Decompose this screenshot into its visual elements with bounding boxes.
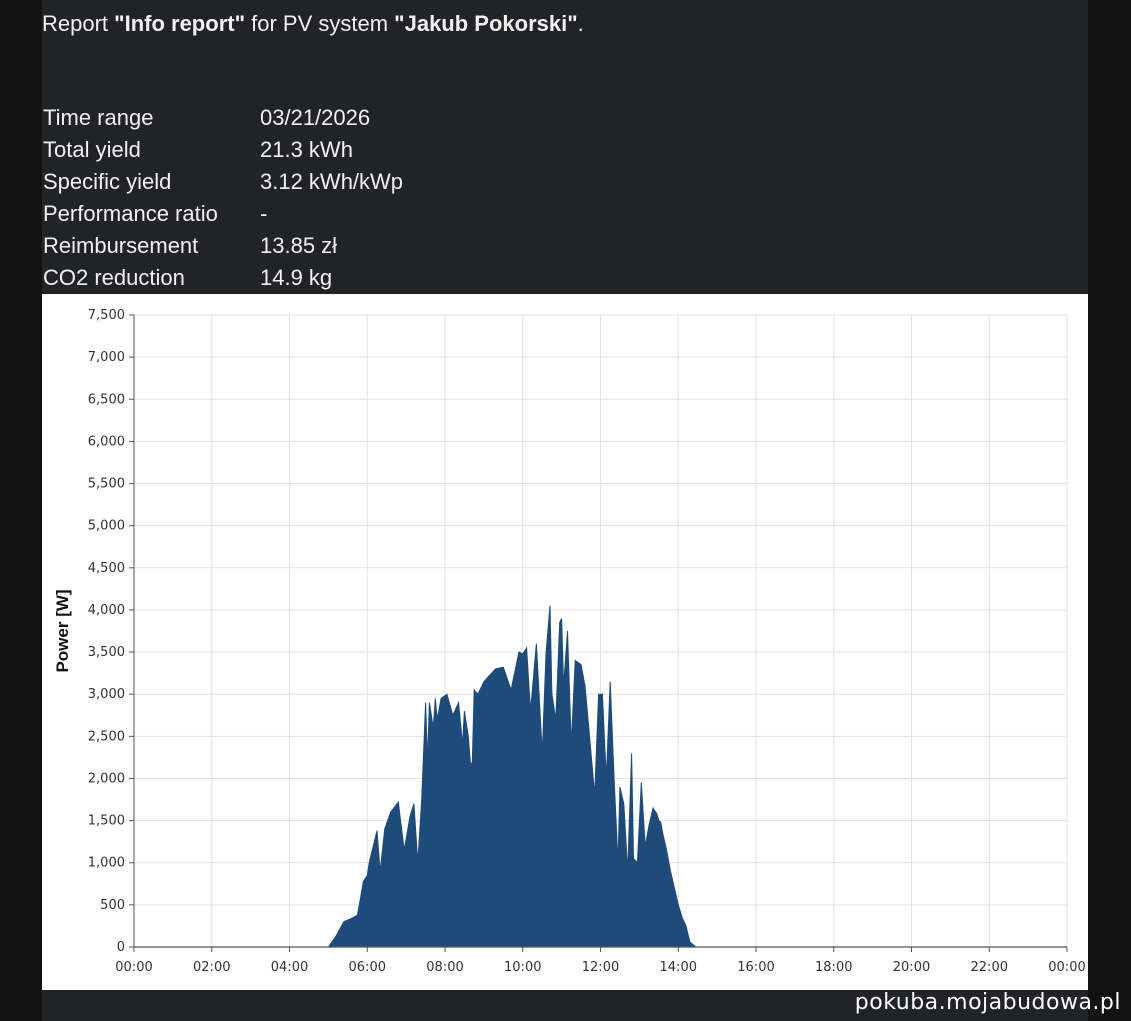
y-tick-label: 5,000 [88, 519, 125, 534]
power-series-area [327, 605, 788, 948]
y-tick-label: 0 [117, 940, 125, 955]
y-tick-label: 7,500 [88, 308, 125, 323]
title-suffix: . [577, 11, 584, 36]
pv-system-name: "Jakub Pokorski" [394, 11, 578, 36]
info-label: Total yield [43, 137, 141, 162]
x-tick-label: 00:00 [1048, 960, 1085, 975]
y-tick-label: 3,000 [88, 687, 125, 702]
y-tick-label: 7,000 [88, 350, 125, 365]
info-value: 3.12 kWh/kWp [260, 169, 404, 194]
y-tick-label: 5,500 [88, 477, 125, 492]
power-chart: 0 500 1,000 1,500 2,000 2,500 3,000 3,500 4,000 4… [42, 294, 1088, 990]
report-title: Report "Info report" for PV system "Jaku… [42, 10, 584, 38]
info-value: 21.3 kWh [260, 137, 353, 162]
x-tick-label: 06:00 [349, 960, 386, 975]
info-label: CO2 reduction [43, 265, 185, 290]
y-tick-label: 3,500 [88, 645, 125, 660]
y-tick-label: 1,500 [88, 814, 125, 829]
info-value: 03/21/2026 [260, 105, 371, 130]
x-tick-label: 12:00 [582, 960, 619, 975]
x-tick-label: 22:00 [971, 960, 1008, 975]
y-tick-label: 4,000 [88, 603, 125, 618]
info-value: 14.9 kg [260, 265, 333, 290]
x-tick-label: 10:00 [504, 960, 541, 975]
y-tick-label: 6,500 [88, 392, 125, 407]
x-tick-label: 02:00 [193, 960, 230, 975]
x-tick-label: 00:00 [115, 960, 152, 975]
x-tick-label: 16:00 [737, 960, 774, 975]
watermark: pokuba.mojabudowa.pl [854, 990, 1121, 1015]
info-label: Specific yield [43, 169, 172, 194]
x-tick-label: 08:00 [426, 960, 463, 975]
y-tick-label: 2,000 [88, 771, 125, 786]
power-chart-svg: 0 500 1,000 1,500 2,000 2,500 3,000 3,500 4,000 4… [53, 308, 1086, 975]
info-label: Reimbursement [43, 233, 199, 258]
y-tick-label: 4,500 [88, 561, 125, 576]
y-tick-label: 1,000 [88, 856, 125, 871]
report-name: "Info report" [114, 11, 246, 36]
info-value: 13.85 zł [260, 233, 338, 258]
info-label: Performance ratio [43, 201, 218, 226]
title-middle: for PV system [245, 11, 395, 36]
y-tick-label: 2,500 [88, 729, 125, 744]
x-tick-label: 18:00 [815, 960, 852, 975]
info-value: - [260, 201, 268, 226]
x-tick-label: 14:00 [660, 960, 697, 975]
info-label: Time range [43, 105, 154, 130]
x-tick-label: 20:00 [893, 960, 930, 975]
x-tick-label: 04:00 [271, 960, 308, 975]
y-tick-label: 6,000 [88, 434, 125, 449]
y-axis-label: Power [W] [53, 589, 72, 672]
title-prefix: Report [42, 11, 115, 36]
y-tick-label: 500 [100, 898, 125, 913]
